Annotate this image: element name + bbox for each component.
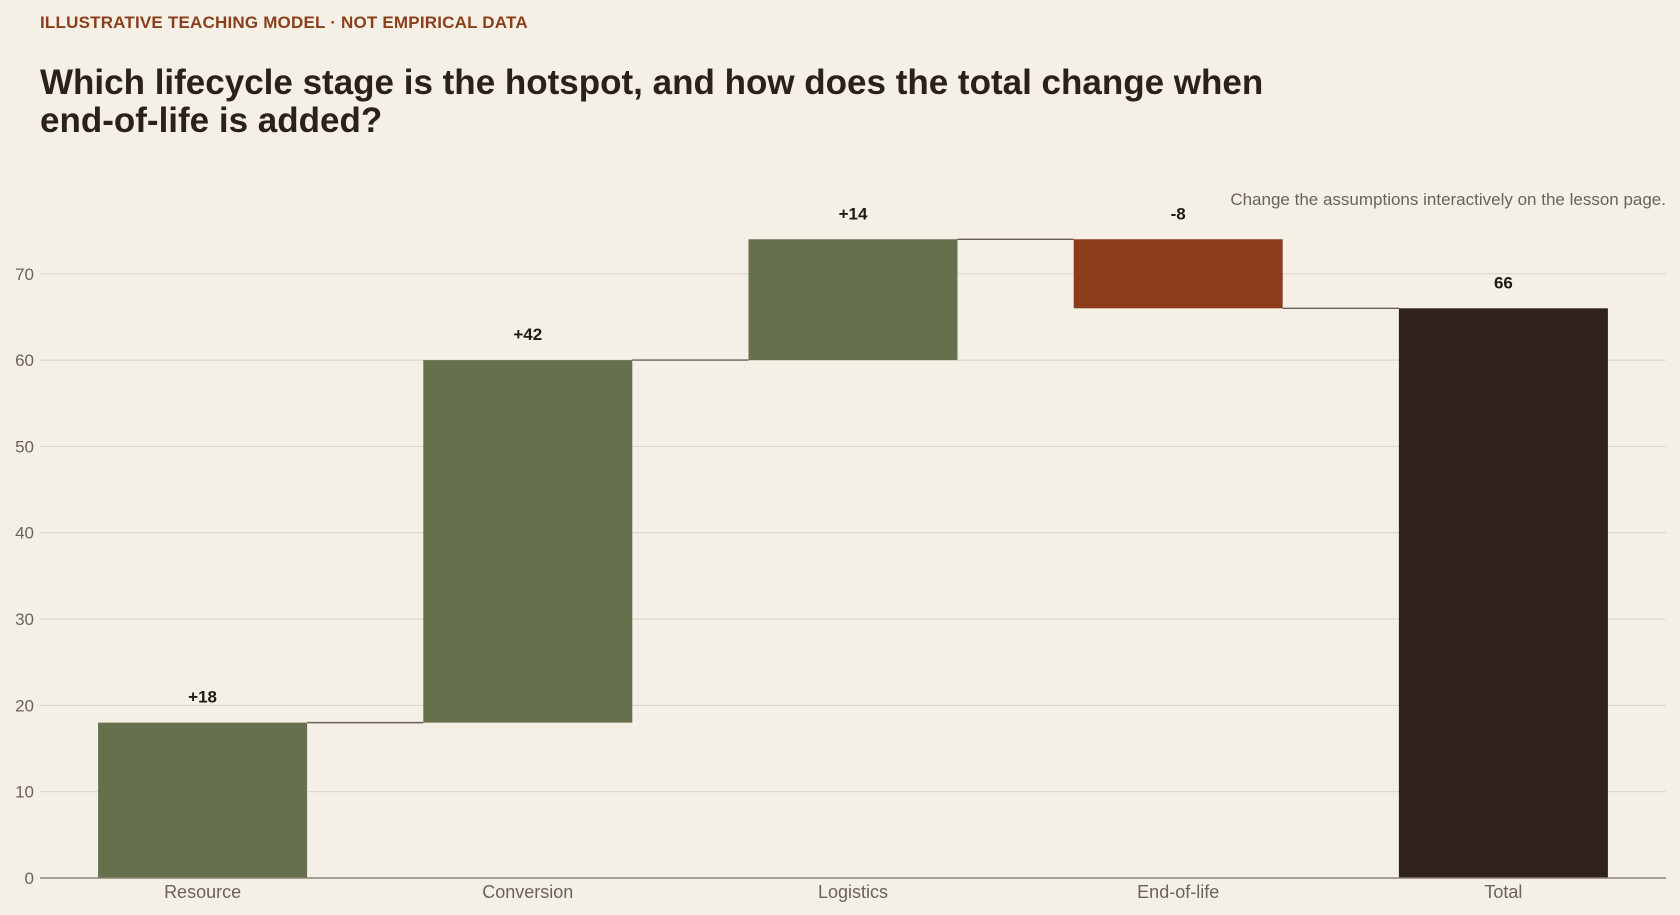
- bar-resource: [98, 722, 308, 878]
- data-label: +18: [188, 688, 217, 707]
- connectors: [307, 238, 1399, 724]
- bar-conversion: [423, 360, 633, 723]
- x-tick-label: Resource: [164, 882, 241, 902]
- y-tick-label: 10: [15, 783, 34, 802]
- y-tick-label: 0: [25, 869, 34, 888]
- data-label: 66: [1494, 273, 1513, 292]
- x-tick-label: Conversion: [482, 882, 573, 902]
- eyebrow-label: ILLUSTRATIVE TEACHING MODEL · NOT EMPIRI…: [40, 13, 528, 32]
- chart-title: Which lifecycle stage is the hotspot, an…: [40, 63, 1264, 140]
- labels: +18 Resource +42 Conversion +14 Logistics -8 En…: [164, 204, 1522, 902]
- bar-total: [1398, 308, 1608, 878]
- data-label: +14: [839, 204, 868, 223]
- x-tick-label: End-of-life: [1137, 882, 1219, 902]
- bars: [98, 239, 1608, 878]
- data-label: +42: [513, 325, 542, 344]
- chart-note: Change the assumptions interactively on …: [1230, 190, 1666, 209]
- bar-logistics: [748, 239, 958, 361]
- bar-end-of-life: [1073, 239, 1283, 309]
- y-tick-label: 20: [15, 696, 34, 715]
- axes: 0 10 20 30 40 50 60 70: [15, 265, 1666, 888]
- y-tick-label: 70: [15, 265, 34, 284]
- x-tick-label: Logistics: [818, 882, 888, 902]
- y-tick-label: 40: [15, 524, 34, 543]
- data-label: -8: [1171, 204, 1186, 223]
- y-tick-label: 30: [15, 610, 34, 629]
- x-tick-label: Total: [1484, 882, 1522, 902]
- y-tick-label: 60: [15, 351, 34, 370]
- y-tick-label: 50: [15, 437, 34, 456]
